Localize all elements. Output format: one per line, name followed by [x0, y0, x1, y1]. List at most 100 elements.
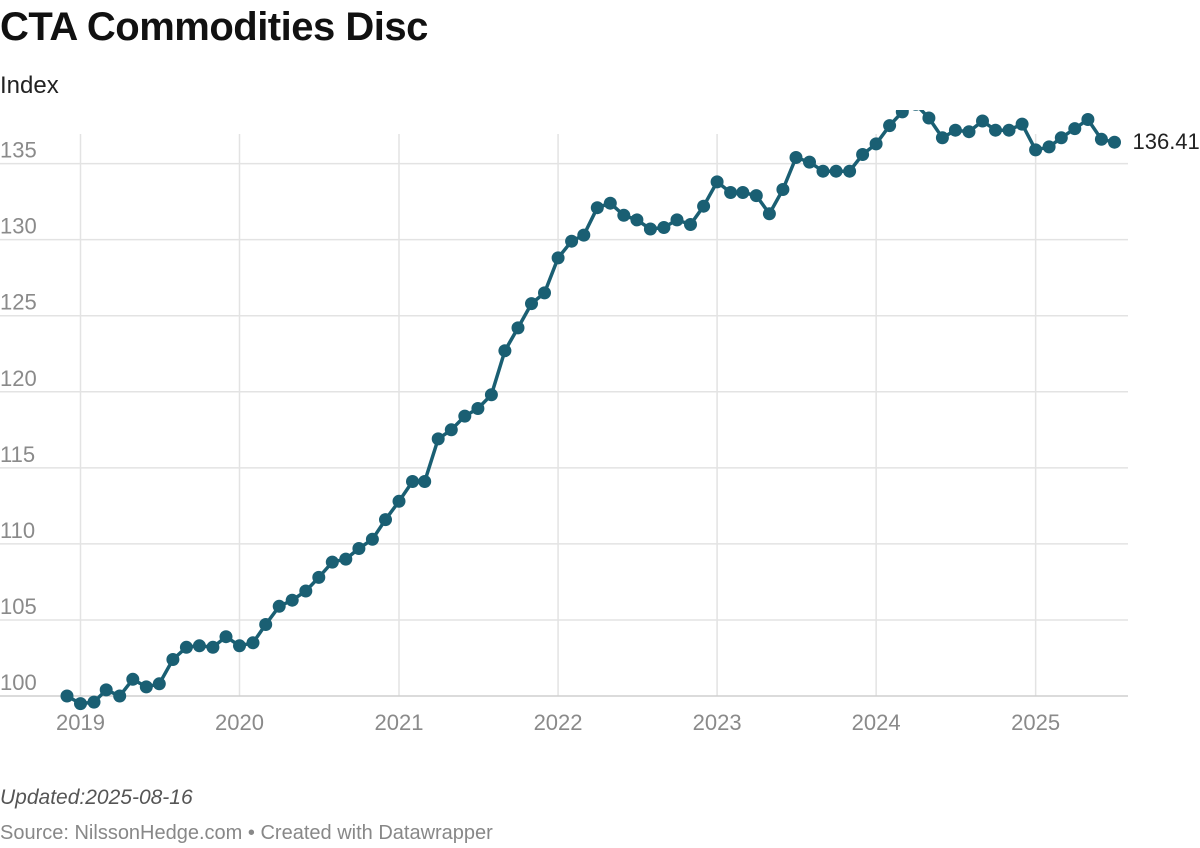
data-point-2024-02[interactable] — [883, 119, 897, 133]
x-tick-label-2020: 2020 — [215, 710, 264, 735]
data-point-2019-09[interactable] — [179, 640, 193, 654]
data-point-2024-12[interactable] — [1015, 117, 1029, 131]
data-point-2021-07[interactable] — [471, 402, 485, 415]
x-tick-label-2023: 2023 — [693, 710, 742, 735]
data-point-2020-05[interactable] — [285, 593, 299, 607]
data-point-2023-07[interactable] — [789, 151, 803, 164]
data-point-2020-04[interactable] — [272, 599, 286, 613]
data-point-2025-06[interactable] — [1094, 132, 1108, 146]
data-point-2022-12[interactable] — [697, 199, 711, 213]
x-tick-label-2025: 2025 — [1011, 710, 1060, 735]
data-point-2024-10[interactable] — [989, 123, 1002, 137]
data-point-2023-09[interactable] — [816, 164, 830, 178]
line-chart: 2019 2020 2021 2022 2023 2024 2025 100 105 110 115… — [0, 110, 1200, 735]
data-point-2024-09[interactable] — [976, 114, 989, 128]
y-tick-label-105: 105 — [0, 594, 37, 619]
data-point-2021-12[interactable] — [538, 286, 551, 300]
data-point-2019-08[interactable] — [166, 653, 180, 666]
data-point-2025-07[interactable] — [1108, 135, 1121, 149]
x-tick-label-2024: 2024 — [852, 710, 901, 735]
data-point-2022-11[interactable] — [684, 218, 697, 231]
data-point-2024-05[interactable] — [922, 111, 936, 125]
data-point-2023-06[interactable] — [776, 183, 790, 196]
data-point-2021-06[interactable] — [458, 409, 472, 423]
data-point-2023-03[interactable] — [736, 186, 750, 199]
data-point-2023-08[interactable] — [803, 155, 816, 169]
data-point-2019-02[interactable] — [87, 695, 101, 709]
data-point-2021-02[interactable] — [406, 475, 419, 488]
data-point-2023-12[interactable] — [856, 148, 870, 161]
source-text: Source: NilssonHedge.com — [0, 822, 243, 844]
separator-dot: • — [247, 822, 255, 844]
data-point-2022-01[interactable] — [551, 251, 565, 265]
data-point-2024-04[interactable] — [909, 110, 922, 111]
data-point-2020-03[interactable] — [259, 618, 273, 631]
x-tick-label-2022: 2022 — [534, 710, 583, 735]
data-point-2023-01[interactable] — [710, 175, 724, 189]
x-tick-label-2021: 2021 — [375, 710, 424, 735]
data-point-2020-09[interactable] — [339, 552, 353, 566]
data-point-2022-09[interactable] — [657, 221, 671, 234]
data-point-2019-07[interactable] — [152, 677, 166, 691]
x-tick-label-2019: 2019 — [56, 710, 105, 735]
data-point-2019-10[interactable] — [192, 639, 206, 653]
data-point-2022-02[interactable] — [565, 234, 579, 248]
data-point-2019-01[interactable] — [74, 697, 87, 711]
data-point-2019-05[interactable] — [126, 672, 140, 686]
y-tick-label-100: 100 — [0, 670, 37, 695]
data-point-2025-02[interactable] — [1042, 140, 1056, 154]
data-point-2021-11[interactable] — [525, 297, 538, 311]
data-point-2024-03[interactable] — [895, 110, 909, 119]
data-point-2021-08[interactable] — [484, 388, 498, 402]
data-point-2018-12[interactable] — [60, 689, 74, 703]
data-point-2019-03[interactable] — [99, 683, 113, 697]
series-line — [66, 110, 1115, 706]
data-point-2020-06[interactable] — [299, 584, 313, 598]
data-point-2019-04[interactable] — [113, 689, 127, 703]
data-point-2019-12[interactable] — [219, 630, 233, 644]
data-point-2024-06[interactable] — [935, 131, 949, 145]
data-point-2020-12[interactable] — [379, 513, 392, 527]
data-point-2021-01[interactable] — [392, 494, 406, 508]
footer-credits: Source: NilssonHedge.com • Created with … — [0, 822, 493, 845]
data-point-2020-01[interactable] — [233, 639, 246, 653]
data-point-2025-05[interactable] — [1081, 113, 1095, 126]
data-point-2021-03[interactable] — [418, 475, 432, 488]
data-point-2021-04[interactable] — [431, 432, 445, 446]
y-tick-label-125: 125 — [0, 290, 37, 315]
data-point-2025-03[interactable] — [1054, 131, 1068, 145]
data-point-2024-11[interactable] — [1002, 123, 1016, 137]
chart-title: CTA Commodities Disc — [0, 5, 428, 49]
datawrapper-credit: Created with Datawrapper — [260, 822, 493, 844]
data-point-2022-08[interactable] — [643, 222, 657, 236]
data-point-2021-05[interactable] — [444, 423, 458, 437]
data-point-2021-09[interactable] — [498, 344, 512, 358]
data-point-2023-02[interactable] — [724, 186, 738, 199]
data-point-2019-06[interactable] — [139, 680, 153, 694]
data-point-2022-10[interactable] — [670, 213, 684, 227]
series-layer: 136.41 — [60, 110, 1200, 711]
data-point-2020-02[interactable] — [246, 636, 260, 650]
data-point-2022-05[interactable] — [603, 196, 617, 210]
data-point-2025-04[interactable] — [1068, 122, 1082, 136]
data-point-2022-06[interactable] — [617, 208, 631, 222]
data-point-2024-01[interactable] — [869, 137, 883, 151]
data-point-2021-10[interactable] — [511, 321, 525, 335]
data-point-2022-04[interactable] — [590, 201, 604, 215]
data-point-2024-08[interactable] — [962, 125, 976, 139]
data-point-2022-03[interactable] — [577, 228, 591, 242]
data-point-2020-08[interactable] — [325, 555, 339, 569]
data-point-2023-05[interactable] — [762, 207, 776, 221]
data-point-2020-07[interactable] — [312, 570, 326, 584]
data-point-2020-10[interactable] — [352, 542, 366, 555]
y-tick-label-135: 135 — [0, 138, 37, 163]
data-point-2025-01[interactable] — [1029, 143, 1043, 157]
data-point-2023-10[interactable] — [829, 164, 843, 178]
data-point-2024-07[interactable] — [948, 123, 962, 137]
data-point-2023-04[interactable] — [749, 189, 763, 203]
data-point-2019-11[interactable] — [206, 640, 220, 654]
data-point-2023-11[interactable] — [843, 164, 857, 178]
data-point-2020-11[interactable] — [365, 532, 379, 546]
updated-note: Updated:2025-08-16 — [0, 786, 193, 809]
data-point-2022-07[interactable] — [630, 213, 644, 227]
